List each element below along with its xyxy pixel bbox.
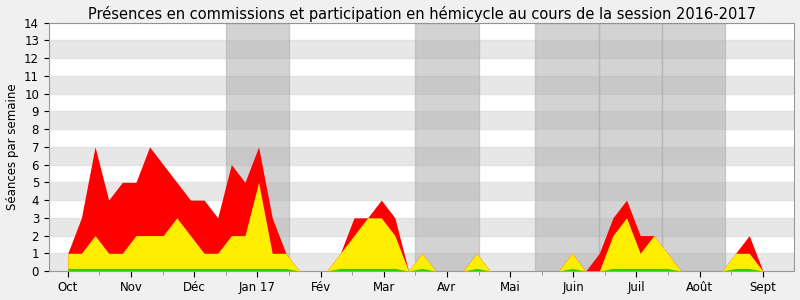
Y-axis label: Séances par semaine: Séances par semaine — [6, 84, 18, 210]
Bar — [535, 23, 598, 271]
Bar — [49, 40, 794, 58]
Bar — [49, 147, 794, 165]
Bar — [226, 23, 289, 271]
Bar — [415, 23, 478, 271]
Bar — [49, 218, 794, 236]
Bar — [598, 23, 662, 271]
Title: Présences en commissions et participation en hémicycle au cours de la session 20: Présences en commissions et participatio… — [88, 6, 756, 22]
Bar — [49, 111, 794, 129]
Bar — [49, 76, 794, 94]
Bar — [49, 182, 794, 200]
Bar — [49, 253, 794, 271]
Bar — [662, 23, 725, 271]
